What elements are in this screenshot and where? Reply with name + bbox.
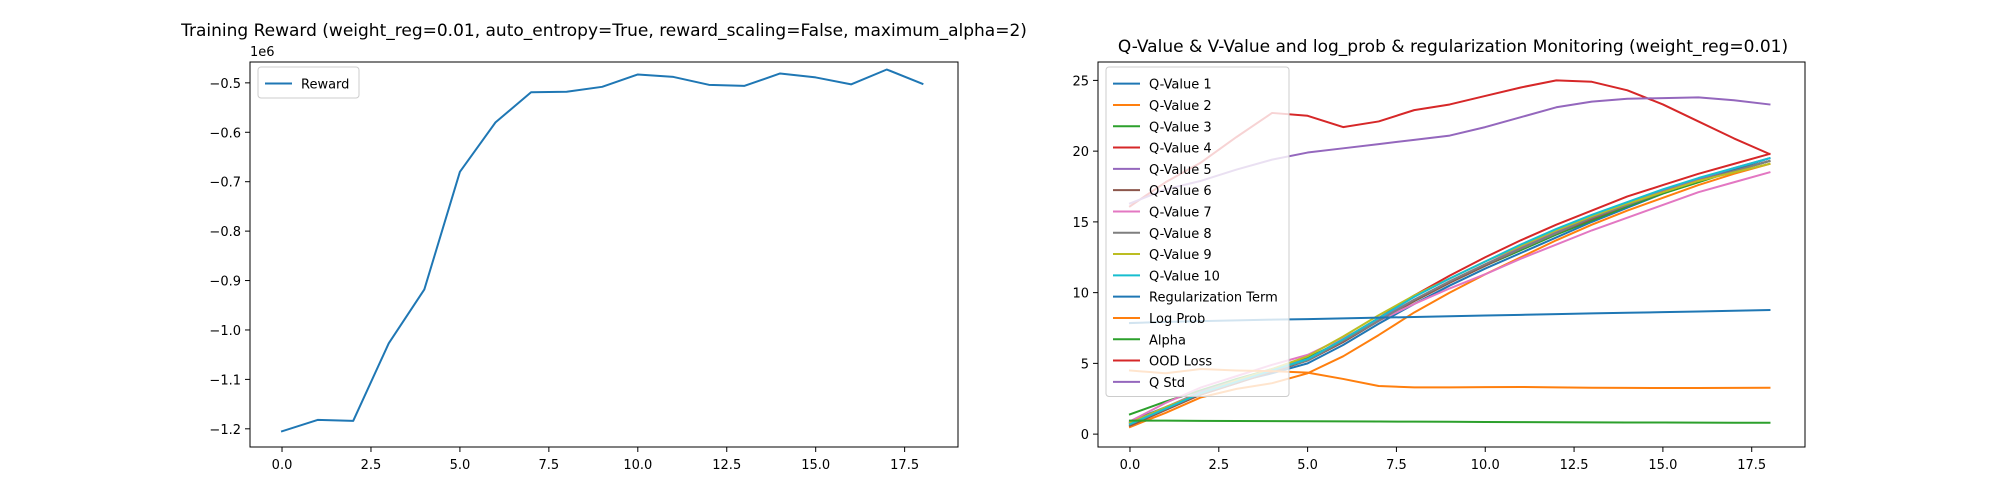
reward-legend: Reward (257, 66, 360, 99)
monitoring-legend-label: OOD Loss (1149, 355, 1212, 370)
monitoring-x-tick-label: 0.0 (1120, 458, 1141, 473)
reward-legend-label: Reward (301, 78, 349, 93)
monitoring-x-tick-label: 5.0 (1297, 458, 1318, 473)
reward-y-tick-label: −1.1 (209, 373, 241, 388)
reward-x-tick-label: 10.0 (623, 458, 652, 473)
reward-x-tick-label: 7.5 (539, 458, 560, 473)
reward-y-tick-label: −1.0 (209, 324, 241, 339)
reward-x-tick-label: 5.0 (450, 458, 471, 473)
monitoring-chart: Q-Value & V-Value and log_prob & regular… (1072, 37, 1806, 473)
reward-y-tick-label: −0.7 (209, 176, 241, 191)
monitoring-chart-title: Q-Value & V-Value and log_prob & regular… (1118, 37, 1788, 57)
monitoring-x-tick-label: 2.5 (1208, 458, 1229, 473)
reward-y-tick-label: −0.8 (209, 225, 241, 240)
reward-y-tick-label: −0.5 (209, 77, 241, 92)
monitoring-legend-label: Alpha (1149, 333, 1186, 348)
monitoring-y-tick-label: 10 (1072, 287, 1089, 302)
monitoring-x-tick-label: 17.5 (1737, 458, 1766, 473)
reward-x-tick-label: 12.5 (712, 458, 741, 473)
reward-x-tick-label: 15.0 (801, 458, 830, 473)
reward-plot-frame (249, 61, 959, 448)
reward-y-ticks: −1.2 −1.1 −1.0 −0.9 −0.8 −0.7 −0.6 −0.5 (209, 77, 250, 438)
reward-series-line-1 (280, 68, 924, 433)
monitoring-legend-label: Q-Value 7 (1149, 205, 1212, 220)
monitoring-x-ticks: 0.0 2.5 5.0 7.5 10.0 12.5 15.0 17.5 (1120, 447, 1766, 473)
monitoring-legend-label: Log Prob (1149, 312, 1205, 327)
reward-chart-y-offset-label: 1e6 (250, 45, 275, 60)
monitoring-y-tick-label: 0 (1081, 428, 1089, 443)
monitoring-legend: Q-Value 1 Q-Value 2 Q-Value 3 Q-Value 4 Q-Va… (1105, 66, 1290, 397)
monitoring-legend-label: Q-Value 10 (1149, 269, 1220, 284)
monitoring-x-tick-label: 7.5 (1386, 458, 1407, 473)
monitoring-y-tick-label: 15 (1072, 216, 1089, 231)
reward-y-tick-label: −1.2 (209, 423, 241, 438)
monitoring-legend-label: Q-Value 2 (1149, 99, 1212, 114)
monitoring-y-tick-label: 5 (1081, 357, 1089, 372)
monitoring-legend-label: Q-Value 9 (1149, 248, 1212, 263)
reward-x-tick-label: 2.5 (361, 458, 382, 473)
reward-legend-box (257, 66, 360, 99)
reward-chart-title: Training Reward (weight_reg=0.01, auto_e… (180, 21, 1027, 41)
monitoring-legend-label: Q-Value 4 (1149, 142, 1212, 157)
monitoring-x-tick-label: 10.0 (1471, 458, 1500, 473)
reward-x-tick-label: 17.5 (890, 458, 919, 473)
monitoring-y-tick-label: 20 (1072, 145, 1089, 160)
monitoring-legend-label: Regularization Term (1149, 291, 1278, 306)
monitoring-legend-label: Q-Value 3 (1149, 120, 1212, 135)
reward-x-ticks: 0.0 2.5 5.0 7.5 10.0 12.5 15.0 17.5 (272, 447, 919, 473)
monitoring-y-tick-label: 25 (1072, 74, 1089, 89)
monitoring-series-line-13 (1128, 419, 1771, 424)
reward-y-tick-label: −0.9 (209, 275, 241, 290)
reward-series-layer (280, 68, 924, 433)
monitoring-y-ticks: 0 5 10 15 20 25 (1072, 74, 1098, 443)
reward-y-tick-label: −0.6 (209, 126, 241, 141)
reward-chart: Training Reward (weight_reg=0.01, auto_e… (180, 21, 1027, 473)
monitoring-legend-label: Q-Value 8 (1149, 227, 1212, 242)
reward-x-tick-label: 0.0 (272, 458, 293, 473)
monitoring-legend-label: Q-Value 1 (1149, 78, 1212, 93)
monitoring-legend-box (1105, 66, 1290, 397)
monitoring-x-tick-label: 15.0 (1648, 458, 1677, 473)
monitoring-legend-label: Q-Value 5 (1149, 163, 1212, 178)
monitoring-legend-label: Q-Value 6 (1149, 184, 1212, 199)
monitoring-plot-frame (1097, 61, 1806, 448)
monitoring-legend-label: Q Std (1149, 376, 1185, 391)
monitoring-x-tick-label: 12.5 (1560, 458, 1589, 473)
